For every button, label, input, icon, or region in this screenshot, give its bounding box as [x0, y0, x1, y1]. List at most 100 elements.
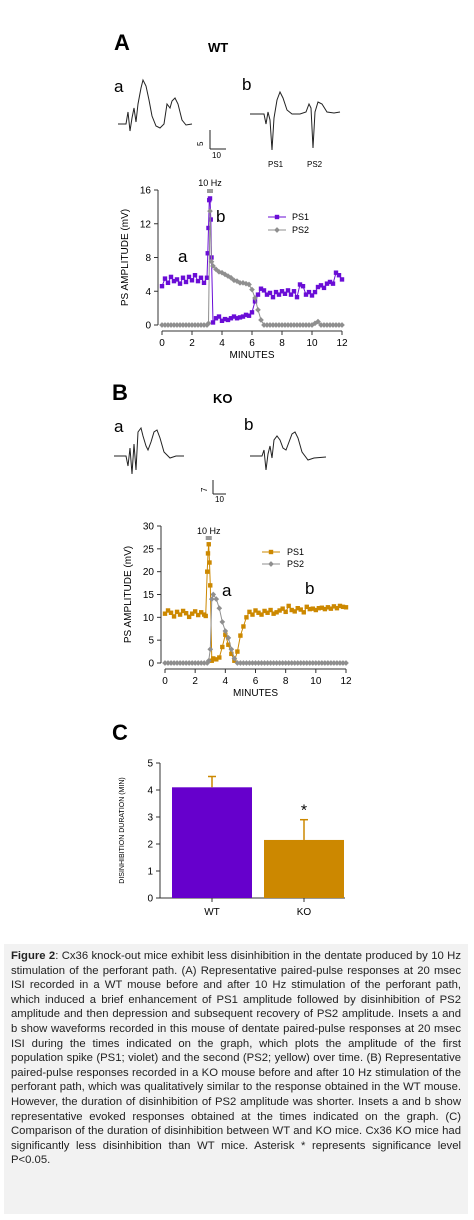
data-point-ps2: [309, 660, 316, 666]
data-point-ps1: [265, 610, 270, 615]
series-line-ps1: [164, 544, 347, 663]
stimulus-label: 10 Hz: [198, 178, 222, 188]
data-point-ps1: [159, 283, 165, 289]
x-tick-label: 10: [310, 676, 322, 687]
data-point-ps1: [307, 606, 312, 612]
y-tick-label: 10: [143, 613, 155, 624]
data-point-ps1: [315, 284, 321, 290]
x-tick-label: 10: [306, 338, 318, 349]
data-point-ps2: [210, 263, 216, 269]
data-point-ps2: [243, 660, 250, 666]
data-point-ps2: [316, 660, 322, 666]
data-point-ps1: [277, 608, 282, 613]
data-point-ps1: [304, 604, 309, 610]
panel-b-scale-t: 10: [215, 495, 224, 504]
data-point-ps1: [174, 609, 180, 615]
data-point-ps2: [285, 660, 292, 666]
panel-a-ps2-label: PS2: [307, 160, 323, 169]
y-tick-label: 0: [148, 659, 154, 670]
data-point-ps1: [207, 196, 213, 201]
data-point-ps1: [291, 289, 297, 294]
panel-b-inset-b-label: b: [244, 415, 253, 434]
data-point-ps1: [328, 606, 334, 611]
data-point-ps2: [234, 660, 241, 666]
y-tick-label: 4: [147, 786, 153, 797]
data-point-ps1: [209, 658, 214, 663]
data-point-ps2: [300, 322, 306, 328]
data-point-ps2: [291, 660, 298, 666]
y-tick-label: 12: [140, 219, 152, 230]
panel-b-scale-bar: [212, 480, 226, 495]
panel-a-genotype: WT: [208, 40, 228, 55]
data-point-ps2: [255, 660, 262, 666]
x-tick-label: 0: [159, 338, 165, 349]
data-point-ps1: [262, 608, 267, 614]
data-point-ps1: [211, 656, 216, 661]
data-point-ps2: [231, 655, 238, 662]
legend-label-ps2: PS2: [292, 225, 309, 235]
data-point-ps1: [205, 569, 210, 574]
data-point-ps1: [319, 605, 325, 610]
panel-c-letter: C: [112, 720, 128, 745]
y-tick-label: 8: [145, 253, 151, 264]
data-point-ps1: [162, 611, 168, 616]
data-point-ps1: [252, 299, 258, 304]
x-tick-label: 4: [223, 676, 229, 687]
panel-b-trace-b: [250, 431, 327, 471]
panel-a-inset-b-label: b: [242, 75, 251, 94]
chart-b-ko-amplitude: 0 5 10 15 20 25 30 0 2 4 6 8 10 12 MINUTES PS AMPLITUDE…: [123, 522, 352, 700]
panel-a-scale-v: 5: [196, 141, 205, 146]
data-point-ps2: [313, 660, 319, 666]
data-point-ps1: [259, 612, 264, 617]
data-point-ps2: [291, 322, 297, 328]
x-tick-label: 6: [249, 338, 255, 349]
data-point-ps1: [192, 273, 198, 278]
data-point-ps1: [237, 315, 243, 320]
data-point-ps2: [171, 660, 177, 666]
data-point-ps2: [195, 322, 201, 328]
data-point-ps2: [168, 660, 174, 666]
data-point-ps2: [189, 660, 195, 666]
data-point-ps2: [177, 322, 183, 328]
data-point-ps2: [288, 322, 294, 328]
data-point-ps2: [210, 591, 217, 598]
data-point-ps1: [289, 607, 294, 613]
data-point-ps1: [343, 605, 349, 610]
data-point-ps1: [250, 612, 255, 617]
x-tick-label: 8: [283, 676, 289, 687]
panel-b-scale-v: 7: [200, 487, 209, 492]
y-axis-title: PS AMPLITUDE (mV): [123, 546, 134, 643]
panel-b-trace-a: [114, 426, 184, 475]
data-point-ps2: [183, 660, 189, 666]
data-point-ps2: [195, 660, 202, 666]
panel-a-scale-bar: [209, 130, 226, 150]
y-tick-label: 5: [148, 636, 154, 647]
data-point-ps1: [264, 292, 270, 297]
data-point-ps1: [325, 605, 331, 610]
x-tick-label: 2: [192, 676, 198, 687]
caption-figure-label: Figure 2: [11, 950, 56, 962]
data-point-ps2: [303, 660, 310, 666]
y-axis-title: PS AMPLITUDE (mV): [120, 209, 131, 306]
data-point-ps1: [186, 274, 192, 280]
x-tick-label: 2: [189, 338, 195, 349]
y-tick-label: 1: [147, 867, 153, 878]
data-point-ps1: [228, 316, 234, 321]
data-point-ps2: [186, 322, 192, 328]
x-tick-label: 12: [340, 676, 352, 687]
y-tick-label: 4: [145, 287, 151, 298]
data-point-ps2: [267, 322, 273, 328]
data-point-ps2: [252, 295, 258, 301]
data-point-ps1: [183, 279, 189, 285]
data-point-ps2: [294, 322, 300, 328]
data-point-ps2: [279, 322, 285, 328]
data-point-ps2: [264, 322, 270, 328]
x-tick-label: 12: [336, 338, 348, 349]
data-point-ps2: [261, 322, 267, 328]
data-point-ps2: [246, 281, 252, 288]
data-point-ps1: [294, 294, 300, 300]
data-point-ps2: [334, 660, 340, 666]
data-point-ps1: [306, 289, 312, 295]
data-point-ps1: [339, 277, 345, 282]
data-point-ps2: [327, 322, 333, 328]
